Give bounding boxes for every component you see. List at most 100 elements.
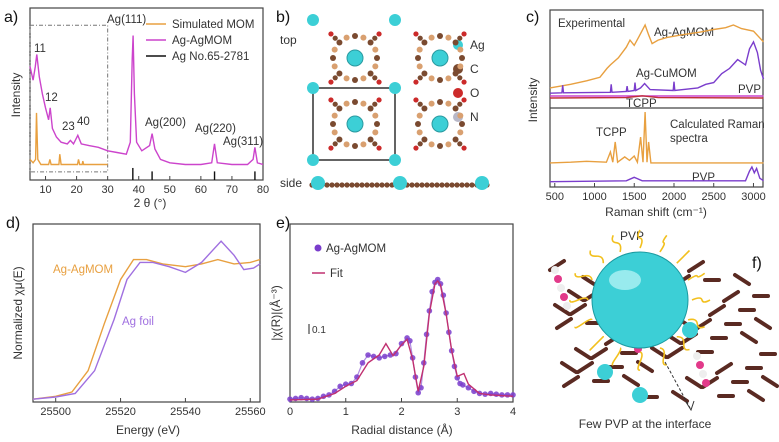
side-atom [384,182,390,188]
silver-atom [389,14,401,26]
lattice-bond [687,260,705,273]
xanes-xlabel: Energy (eV) [116,423,180,437]
lattice-bond [685,376,703,389]
series-line [549,165,764,183]
x-tick-label: 0 [287,406,293,418]
lattice-bond [671,390,689,403]
carbon-atom [416,112,423,119]
annotation-tcpp-upper: TCPP [626,98,657,110]
annotation-ag-cumom: Ag-CuMOM [636,68,697,80]
silver-atom [311,176,325,190]
carbon-atom [352,77,358,83]
lattice-bond [636,360,654,373]
xanes-frame [32,223,261,403]
carbon-atom [374,55,380,61]
pvp-chain [659,234,668,253]
series-line [32,258,261,400]
linker-atom [461,145,467,151]
annotation-40: 40 [77,116,90,128]
panel-label-a: a) [4,9,18,26]
pvp-chain [687,318,705,329]
x-tick-label: 3000 [741,191,765,203]
panel-label-f: f) [752,255,762,272]
annotation-calculated: Calculated Raman [670,119,765,131]
x-tick-label: 4 [510,406,516,418]
carbon-atom [459,121,465,127]
exafs-chart: |χ(R)|(Å⁻³) Radial distance (Å) Ag-AgMOM… [268,223,516,437]
lattice-atom [560,293,568,301]
lattice-bond [708,304,726,317]
silver-atom [346,49,364,67]
side-atom [354,182,360,188]
xanes-ylabel: Normalized χμ(E) [11,266,25,359]
lattice-atom [696,361,704,369]
linker-atom [332,35,338,41]
data-point [460,382,466,388]
annotation-experimental: Experimental [558,18,625,30]
linker-atom [376,97,382,103]
annotation-pvp-upper: PVP [738,84,761,96]
silver-atom [346,115,364,133]
side-atom [344,182,350,188]
lattice-bond [553,303,571,316]
linker-atom [461,79,467,85]
linker-atom [417,35,423,41]
x-tick-label: 2500 [701,191,725,203]
lattice-bond [590,347,608,360]
xrd-ylabel: Intensity [9,73,23,118]
silver-atom [389,82,401,94]
annotation-spectra: spectra [670,133,708,145]
side-atom [409,182,415,188]
linker-atom [457,75,463,81]
carbon-atom [445,75,452,82]
series-line [549,23,765,89]
carbon-atom [428,100,435,107]
annotation-ag220: Ag(220) [195,123,236,135]
lattice-bond [574,347,592,360]
annotation-tcpp-lower: TCPP [596,127,627,139]
x-tick-label: 25520 [105,406,136,418]
pvp-chain [569,297,589,303]
data-point [434,276,441,283]
lattice-bond [569,303,587,316]
lattice-bond [733,273,751,286]
lattice-bond [666,346,684,359]
side-atom [464,182,470,188]
carbon-atom [343,100,350,107]
side-atom [324,182,330,188]
carbon-atom [343,34,350,41]
x-tick-label: 3 [454,406,460,418]
x-tick-label: 1 [343,406,349,418]
legend-marker-ag-agmom [314,244,322,252]
lattice-atom [557,284,565,292]
linker-atom [417,101,423,107]
linker-atom [461,31,467,37]
annotation-12: 12 [45,92,58,104]
silver-atom [431,115,449,133]
legend-atom-icon [453,88,463,98]
side-atom [334,182,340,188]
side-atom [429,182,435,188]
xrd-frame [29,7,264,181]
data-point [465,384,472,391]
carbon-atom [331,129,338,136]
exafs-xlabel: Radial distance (Å) [351,422,452,437]
linker-atom [332,75,338,81]
x-tick-label: 2000 [662,191,686,203]
lattice-atom [563,302,571,310]
carbon-atom [421,136,428,143]
carbon-atom [416,129,423,136]
legend-atom-label: Ag [470,38,485,52]
carbon-atom [336,70,343,77]
pvp-chain [676,249,691,264]
x-tick-label: 25500 [40,406,71,418]
carbon-atom [416,46,423,53]
linker-atom [413,145,419,151]
exafs-ylabel: |χ(R)|(Å⁻³) [268,285,283,341]
side-atom [469,182,475,188]
carbon-atom [457,46,464,53]
lattice-bond [576,361,594,374]
carbon-atom [452,70,459,77]
lattice-atom [693,352,701,360]
legend-ag-agmom: Ag-AgMOM [326,243,386,255]
